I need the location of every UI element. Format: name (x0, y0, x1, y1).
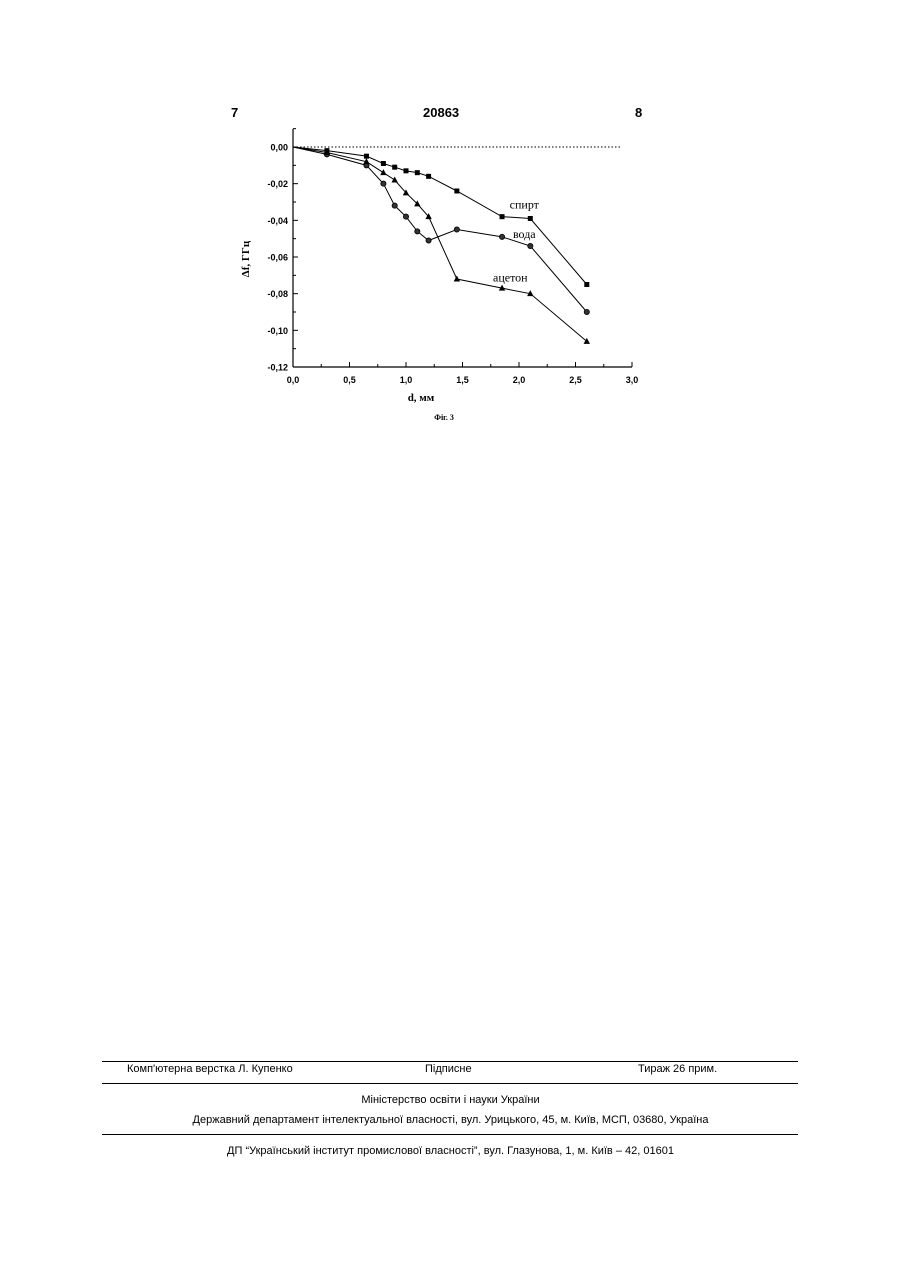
data-point-square (500, 214, 505, 219)
footer-rule-bottom (102, 1134, 798, 1135)
y-tick-label: -0,10 (267, 326, 288, 336)
footer-department: Державний департамент інтелектуальної вл… (0, 1114, 901, 1126)
x-tick-label: 1,0 (400, 375, 413, 385)
data-point-triangle (392, 177, 398, 183)
x-tick-label: 0,0 (287, 375, 300, 385)
data-point-circle (454, 227, 459, 232)
data-point-square (584, 282, 589, 287)
y-tick-label: -0,02 (267, 179, 288, 189)
footer-ministry: Міністерство освіти і науки України (0, 1094, 901, 1106)
y-tick-label: -0,04 (267, 216, 288, 226)
data-point-square (404, 168, 409, 173)
chart-ticks: 0,00 -0,02 -0,04 -0,06 -0,08 -0,10 -0,12 0,0 0,5… (267, 129, 638, 385)
data-point-square (381, 161, 386, 166)
page-number-right: 8 (635, 105, 642, 120)
data-point-circle (426, 238, 431, 243)
series-label: ацетон (493, 271, 528, 285)
series-line-1 (293, 147, 587, 312)
y-tick-label: -0,06 (267, 253, 288, 263)
data-point-triangle (454, 276, 460, 282)
series-label: спирт (510, 198, 540, 212)
data-point-circle (381, 181, 386, 186)
figure-3-chart: 0,00 -0,02 -0,04 -0,06 -0,08 -0,10 -0,12 0,0 0,5… (236, 122, 656, 432)
x-tick-label: 3,0 (626, 375, 639, 385)
series-line-2 (293, 147, 587, 341)
footer-circulation: Тираж 26 прим. (638, 1063, 717, 1075)
data-point-square (454, 189, 459, 194)
data-point-square (426, 174, 431, 179)
data-point-circle (528, 243, 533, 248)
data-point-circle (403, 214, 408, 219)
data-point-triangle (380, 169, 386, 175)
footer-rule-top (102, 1061, 798, 1062)
series-label: вода (513, 227, 536, 241)
series-line-0 (293, 147, 587, 285)
y-tick-label: -0,08 (267, 289, 288, 299)
chart-axes (293, 129, 632, 367)
x-tick-label: 2,5 (569, 375, 582, 385)
data-point-circle (415, 229, 420, 234)
data-point-square (528, 216, 533, 221)
data-point-circle (584, 309, 589, 314)
data-point-square (392, 165, 397, 170)
y-axis-label: Δf, ГГц (240, 240, 252, 277)
x-tick-label: 0,5 (343, 375, 356, 385)
data-point-circle (499, 234, 504, 239)
data-point-square (364, 154, 369, 159)
chart-series: спирт вода ацетон (293, 147, 590, 344)
patent-number: 20863 (423, 105, 459, 120)
x-tick-label: 2,0 (513, 375, 526, 385)
footer-rule-middle (102, 1083, 798, 1084)
figure-caption: Фіг. 3 (434, 413, 454, 422)
page-number-left: 7 (231, 105, 238, 120)
y-tick-label: 0,00 (270, 143, 288, 153)
x-axis-label: d, мм (408, 392, 435, 404)
x-tick-label: 1,5 (456, 375, 469, 385)
footer-subscription: Підписне (425, 1063, 472, 1075)
data-point-square (415, 170, 420, 175)
data-point-triangle (584, 338, 590, 344)
data-point-circle (392, 203, 397, 208)
y-tick-label: -0,12 (267, 363, 288, 373)
footer-institute: ДП “Український інститут промислової вла… (0, 1145, 901, 1157)
footer-layout-credit: Комп'ютерна верстка Л. Купенко (127, 1063, 293, 1075)
